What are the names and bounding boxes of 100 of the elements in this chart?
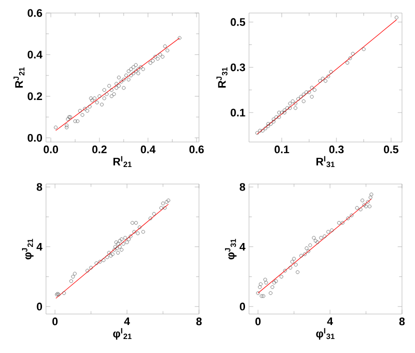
- point: [282, 108, 286, 112]
- point: [306, 249, 310, 254]
- point: [158, 52, 162, 56]
- point: [132, 230, 136, 234]
- y-tick-label: 8: [240, 183, 246, 191]
- point: [294, 262, 298, 266]
- point: [302, 92, 306, 96]
- point: [324, 79, 328, 83]
- point: [285, 106, 290, 110]
- point: [129, 67, 133, 71]
- x-tick-label: 0: [52, 318, 58, 326]
- point: [127, 238, 131, 242]
- point: [54, 126, 58, 130]
- point: [107, 84, 111, 88]
- point: [255, 131, 259, 135]
- point: [67, 115, 71, 119]
- point: [122, 86, 126, 90]
- point: [277, 115, 281, 119]
- point: [90, 98, 94, 102]
- point: [270, 285, 274, 289]
- y-tick-label: 8: [36, 183, 42, 191]
- point: [277, 110, 281, 114]
- point: [68, 115, 72, 119]
- point: [117, 84, 121, 88]
- point: [125, 240, 129, 244]
- point: [329, 70, 333, 74]
- point: [272, 118, 276, 122]
- point: [299, 254, 303, 258]
- point: [312, 88, 316, 92]
- point: [360, 198, 364, 202]
- point: [268, 291, 272, 295]
- y-tick-label: 0.6: [28, 9, 42, 17]
- point: [134, 221, 138, 225]
- point: [64, 126, 68, 130]
- point: [56, 292, 60, 296]
- point: [163, 206, 167, 210]
- y-tick-label: 0: [240, 302, 246, 310]
- point: [164, 200, 168, 204]
- point: [350, 214, 354, 218]
- point: [138, 65, 142, 69]
- point: [122, 78, 126, 82]
- point: [282, 110, 286, 114]
- point: [346, 61, 350, 65]
- point: [368, 204, 372, 208]
- point: [69, 279, 73, 283]
- point: [88, 104, 92, 108]
- point: [304, 90, 308, 94]
- point: [105, 255, 109, 259]
- point: [326, 230, 330, 234]
- point: [132, 72, 136, 76]
- point: [122, 242, 126, 246]
- point: [288, 266, 292, 270]
- point: [258, 128, 262, 132]
- point: [310, 86, 314, 90]
- x-tick-label: 0.3: [329, 146, 344, 154]
- point: [83, 106, 87, 110]
- x-tick-label: 0.0: [44, 146, 58, 154]
- point: [73, 272, 77, 276]
- point: [348, 56, 352, 60]
- x-tick-label: 0.5: [384, 146, 398, 154]
- point: [314, 239, 318, 243]
- point: [351, 52, 355, 56]
- point: [102, 258, 106, 262]
- y-tick-label: 0.4: [28, 50, 42, 58]
- point: [138, 226, 142, 230]
- point: [307, 90, 311, 94]
- point: [294, 106, 298, 110]
- point: [260, 294, 264, 298]
- point: [112, 248, 116, 252]
- point: [154, 54, 158, 58]
- point: [263, 278, 267, 282]
- point: [362, 47, 366, 51]
- point: [102, 96, 106, 100]
- x-tick-label: 0: [255, 318, 261, 326]
- point: [304, 246, 308, 250]
- x-tick-label: 0.4: [140, 146, 156, 154]
- point: [116, 242, 120, 246]
- point: [266, 124, 270, 128]
- point: [129, 74, 133, 78]
- point: [104, 92, 108, 96]
- x-tick-label: 0.6: [189, 146, 204, 154]
- point: [136, 72, 140, 76]
- point: [115, 246, 119, 250]
- x-tick-label: 0.1: [274, 146, 290, 154]
- point: [128, 234, 132, 238]
- point: [337, 221, 341, 225]
- point: [130, 221, 134, 225]
- point: [318, 79, 322, 83]
- y-tick-label: 0.2: [28, 92, 42, 100]
- x-tick-label: 0.2: [92, 146, 107, 154]
- point: [274, 279, 278, 283]
- point: [110, 94, 114, 98]
- point: [258, 285, 262, 289]
- point: [126, 78, 130, 82]
- x-tick-label: 8: [196, 318, 202, 326]
- point: [152, 212, 156, 216]
- point: [124, 74, 128, 78]
- point: [132, 65, 136, 69]
- point: [134, 63, 138, 67]
- point: [292, 256, 296, 260]
